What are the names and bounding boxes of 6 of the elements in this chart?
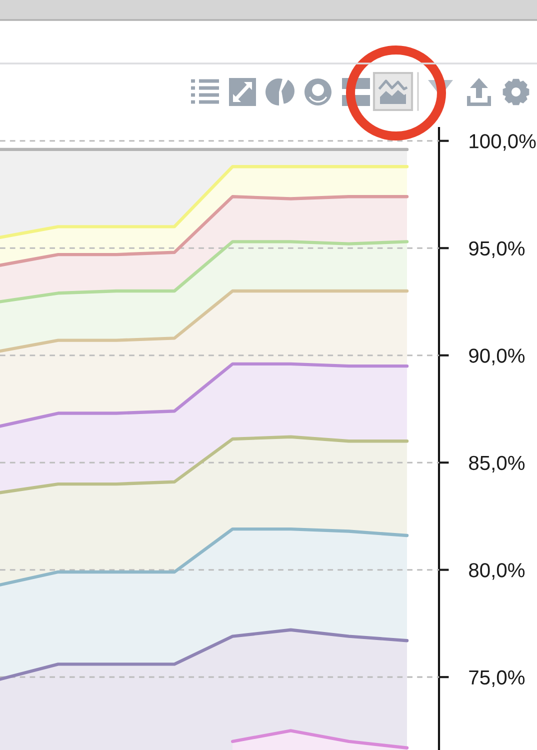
y-tick-label: 100,0% — [470, 134, 536, 151]
y-tick-label: 80,0% — [469, 563, 525, 580]
y-tick-label: 85,0% — [469, 456, 525, 472]
y-tick-label: 90,0% — [469, 348, 525, 366]
y-tick-label: 75,0% — [469, 670, 525, 687]
y-tick-label: 95,0% — [469, 241, 525, 258]
